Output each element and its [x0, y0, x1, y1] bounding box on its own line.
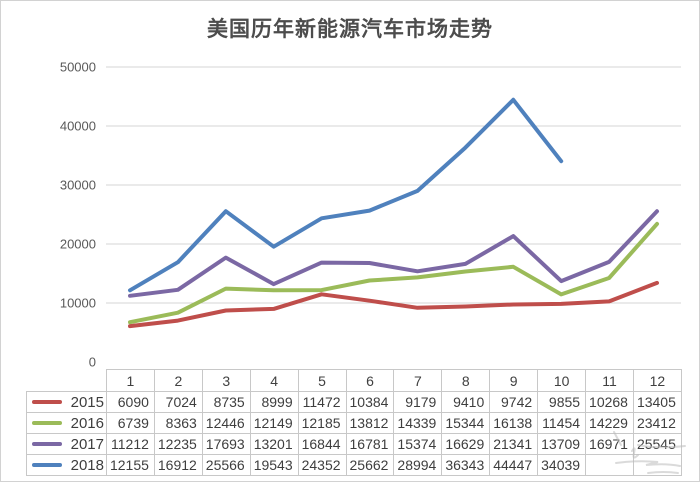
value-cell: 11212	[106, 433, 155, 455]
value-cell: 10384	[345, 391, 395, 413]
legend-line-swatch	[32, 421, 62, 425]
month-header: 10	[537, 369, 587, 392]
value-cell: 8999	[249, 391, 299, 413]
y-axis-tick-label: 40000	[60, 119, 96, 134]
value-cell: 21341	[489, 433, 539, 455]
series-year-label: 2016	[70, 414, 104, 432]
data-table: 1 2 3 4 5 6 7 8 9 10 11 12 2015 6090 7024 8735 8999 1147…	[26, 369, 682, 476]
month-header: 5	[297, 369, 347, 392]
value-cell: 13405	[632, 391, 682, 413]
y-axis-tick-label: 30000	[60, 178, 96, 193]
y-axis-tick-label: 50000	[60, 60, 96, 75]
table-row-2016: 2016 6739 8363 12446 12149 12185 13812 14339 153…	[26, 412, 682, 434]
value-cell: 9855	[537, 391, 587, 413]
legend-line-swatch	[32, 400, 62, 404]
value-cell: 8735	[201, 391, 251, 413]
value-cell	[632, 454, 682, 476]
month-header: 12	[632, 369, 682, 392]
month-header: 4	[249, 369, 299, 392]
series-line-2016	[128, 221, 659, 325]
value-cell: 24352	[297, 454, 347, 476]
value-cell: 6090	[106, 391, 155, 413]
value-cell: 16844	[297, 433, 347, 455]
value-cell: 15344	[441, 412, 491, 434]
month-header: 9	[489, 369, 539, 392]
table-corner-cell	[27, 370, 107, 392]
value-cell: 7024	[153, 391, 203, 413]
value-cell: 13201	[249, 433, 299, 455]
chart-title: 美国历年新能源汽车市场走势	[207, 18, 493, 41]
legend-cell: 2016	[26, 412, 107, 434]
value-cell: 6739	[106, 412, 155, 434]
value-cell: 16629	[441, 433, 491, 455]
value-cell: 10268	[585, 391, 634, 413]
month-header: 1	[106, 369, 155, 392]
value-cell: 25662	[345, 454, 395, 476]
series-line-2015	[128, 280, 659, 329]
month-header: 6	[345, 369, 395, 392]
value-cell: 28994	[393, 454, 443, 476]
month-header: 8	[441, 369, 491, 392]
month-header: 11	[585, 369, 634, 392]
value-cell: 15374	[393, 433, 443, 455]
table-row-2017: 2017 11212 12235 17693 13201 16844 16781 15374 1…	[26, 433, 682, 455]
series-line-2017	[128, 209, 659, 298]
value-cell: 13709	[537, 433, 587, 455]
value-cell: 9742	[489, 391, 539, 413]
value-cell: 9410	[441, 391, 491, 413]
value-cell: 16971	[585, 433, 634, 455]
series-year-label: 2018	[70, 456, 104, 474]
value-cell: 25545	[632, 433, 682, 455]
value-cell: 25566	[201, 454, 251, 476]
value-cell: 9179	[393, 391, 443, 413]
value-cell: 12235	[153, 433, 203, 455]
y-axis-tick-label: 20000	[60, 237, 96, 252]
value-cell: 34039	[537, 454, 587, 476]
y-axis-tick-label: 10000	[60, 296, 96, 311]
table-row-2015: 2015 6090 7024 8735 8999 11472 10384 9179 9410 97…	[26, 391, 682, 413]
value-cell: 16912	[153, 454, 203, 476]
value-cell: 19543	[249, 454, 299, 476]
value-cell: 12185	[297, 412, 347, 434]
month-header: 7	[393, 369, 443, 392]
value-cell: 14339	[393, 412, 443, 434]
legend-cell: 2018	[26, 454, 107, 476]
month-header: 2	[153, 369, 203, 392]
value-cell: 23412	[632, 412, 682, 434]
month-header: 3	[201, 369, 251, 392]
table-header: 1 2 3 4 5 6 7 8 9 10 11 12	[27, 369, 682, 392]
y-axis-tick-label: 0	[89, 355, 96, 370]
legend-line-swatch	[32, 463, 62, 467]
value-cell: 17693	[201, 433, 251, 455]
value-cell: 14229	[585, 412, 634, 434]
series-year-label: 2015	[70, 393, 104, 411]
value-cell: 11454	[537, 412, 587, 434]
value-cell: 12446	[201, 412, 251, 434]
legend-line-swatch	[32, 442, 62, 446]
table-row-2018: 2018 12155 16912 25566 19543 24352 25662 28994 3…	[26, 454, 682, 476]
value-cell: 16138	[489, 412, 539, 434]
table-body: 2015 6090 7024 8735 8999 11472 10384 9179 9410 97…	[26, 391, 682, 476]
value-cell: 11472	[297, 391, 347, 413]
table-header-row: 1 2 3 4 5 6 7 8 9 10 11 12	[27, 369, 682, 392]
value-cell: 12155	[106, 454, 155, 476]
legend-cell: 2015	[26, 391, 107, 413]
legend-cell: 2017	[26, 433, 107, 455]
value-cell: 8363	[153, 412, 203, 434]
value-cell: 36343	[441, 454, 491, 476]
series-line-2018	[128, 97, 564, 293]
value-cell: 12149	[249, 412, 299, 434]
value-cell	[585, 454, 634, 476]
value-cell: 13812	[345, 412, 395, 434]
series-year-label: 2017	[70, 435, 104, 453]
value-cell: 44447	[489, 454, 539, 476]
value-cell: 16781	[345, 433, 395, 455]
